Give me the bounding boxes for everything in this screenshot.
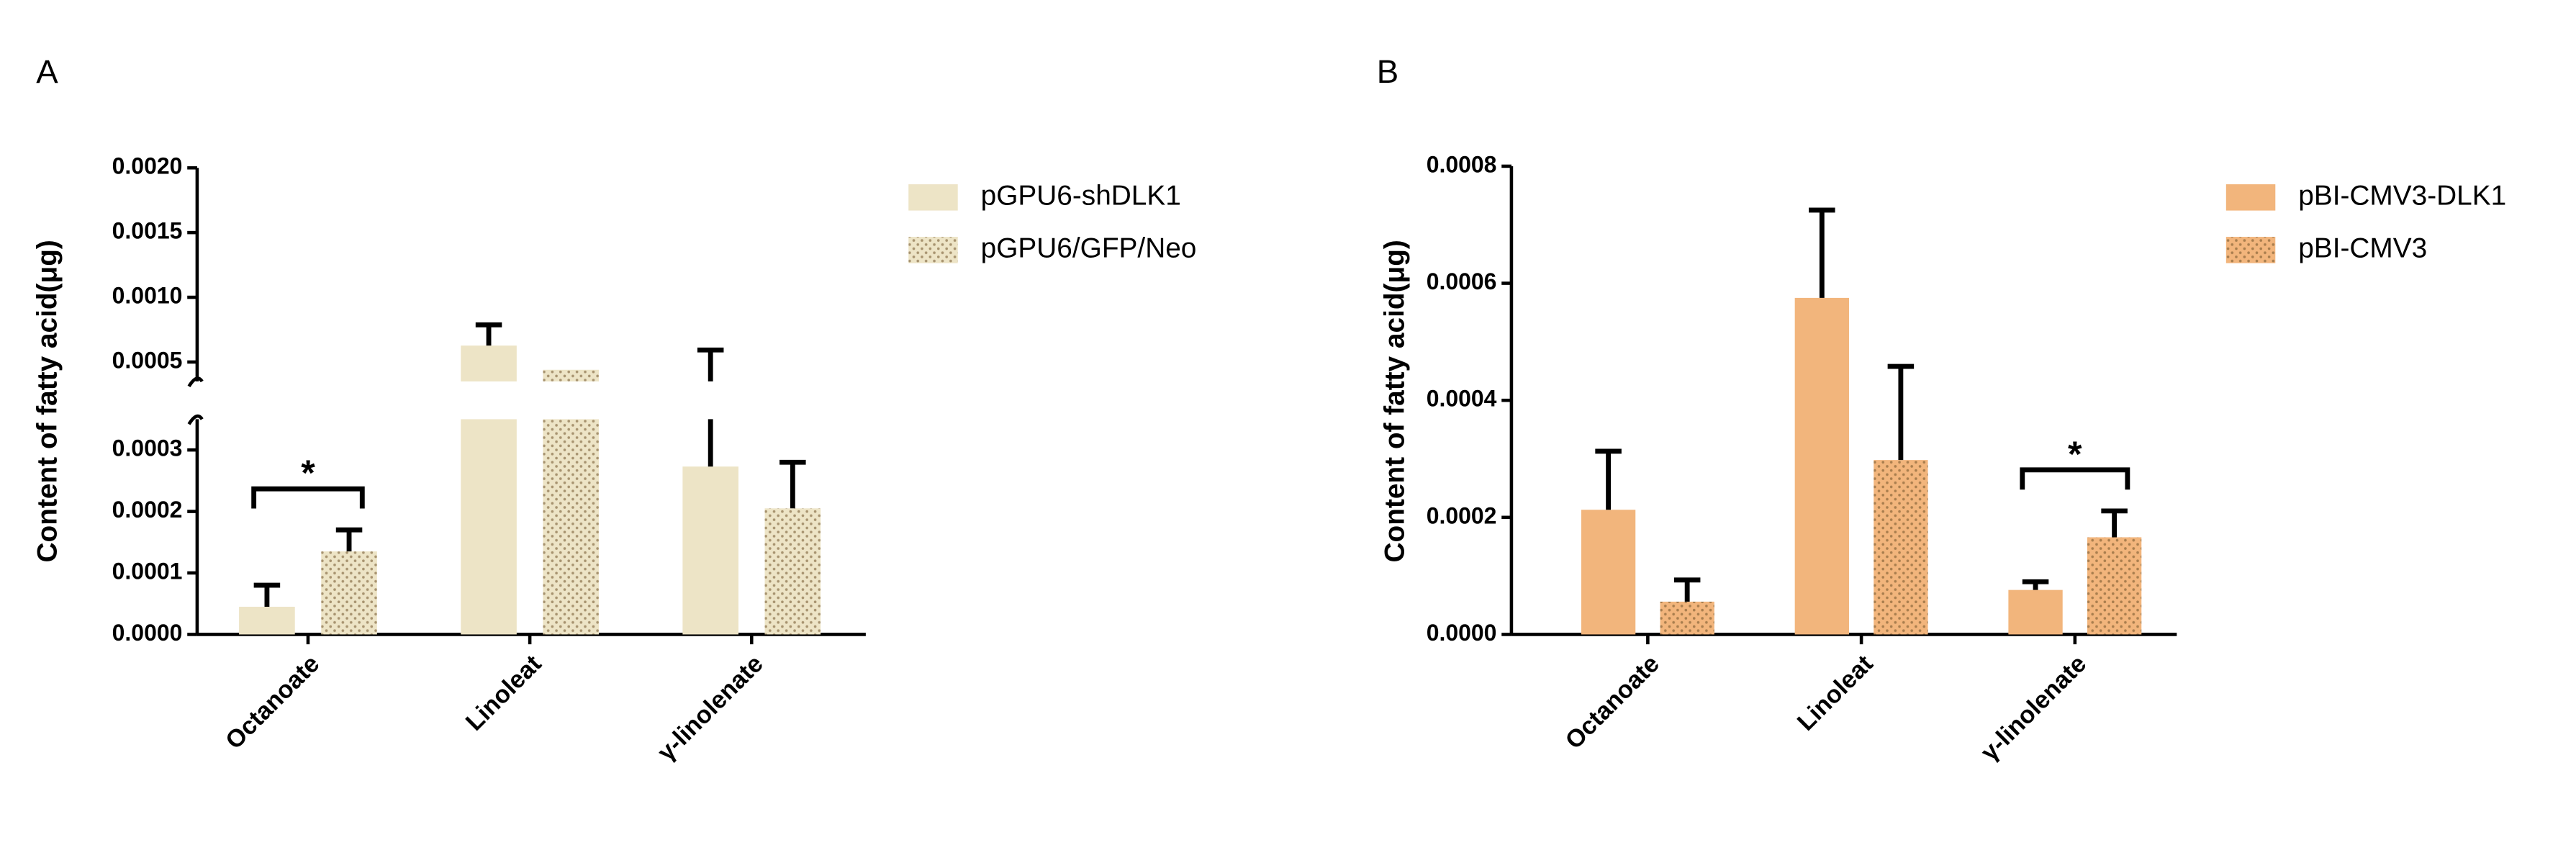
- bar: [1874, 460, 1928, 635]
- bar: [2008, 589, 2063, 635]
- legend-label: pBI-CMV3-DLK1: [2298, 181, 2506, 212]
- significance-bracket: [251, 486, 365, 509]
- panel-label: B: [1377, 53, 1398, 90]
- x-tick-label: Linoleat: [461, 650, 547, 736]
- x-tick-label: γ-linolenate: [1976, 650, 2092, 766]
- bar: [1660, 601, 1714, 635]
- y-tick-label: 0.0003: [112, 435, 183, 461]
- y-tick-label: 0.0000: [1427, 620, 1497, 646]
- significance-bracket: [2020, 467, 2130, 490]
- legend-label: pGPU6/GFP/Neo: [981, 233, 1197, 264]
- legend-label: pBI-CMV3: [2298, 233, 2427, 264]
- y-tick-label: 0.0006: [1427, 268, 1497, 294]
- bar: [321, 551, 377, 635]
- significance-label: *: [2068, 434, 2082, 474]
- y-tick-label: 0.0000: [112, 620, 183, 646]
- y-tick-label: 0.0002: [1427, 502, 1497, 528]
- legend-label: pGPU6-shDLK1: [981, 181, 1181, 212]
- legend-swatch: [2225, 184, 2276, 211]
- y-tick-label: 0.0008: [1427, 151, 1497, 177]
- bar: [543, 419, 599, 635]
- bar: [1794, 297, 1849, 635]
- significance-label: *: [301, 453, 315, 493]
- x-tick-label: Octanoate: [1560, 650, 1665, 754]
- y-tick-label: 0.0010: [112, 282, 183, 308]
- y-tick-label: 0.0001: [112, 558, 183, 584]
- x-tick-label: Linoleat: [1792, 650, 1879, 736]
- y-axis-title: Content of fatty acid(μg): [32, 240, 63, 562]
- bar: [1581, 510, 1636, 635]
- axis-break: [187, 376, 204, 388]
- axis-break: [187, 414, 204, 425]
- bar: [461, 419, 517, 635]
- bar: [764, 508, 821, 635]
- y-axis-title: Content of fatty acid(μg): [1379, 240, 1410, 562]
- legend-swatch: [908, 237, 958, 263]
- bar: [682, 466, 738, 635]
- x-tick-label: Octanoate: [220, 650, 325, 754]
- y-tick-label: 0.0002: [112, 497, 183, 523]
- legend-swatch: [2225, 237, 2276, 263]
- y-tick-label: 0.0015: [112, 218, 183, 244]
- legend-swatch: [908, 184, 958, 211]
- y-tick-label: 0.0020: [112, 153, 183, 179]
- panel-label: A: [36, 53, 58, 90]
- bar: [239, 607, 295, 635]
- bar: [2087, 537, 2142, 635]
- y-tick-label: 0.0004: [1427, 386, 1497, 412]
- y-tick-label: 0.0005: [112, 347, 183, 373]
- bar: [461, 345, 517, 381]
- bar: [543, 369, 599, 381]
- x-tick-label: γ-linolenate: [652, 650, 768, 766]
